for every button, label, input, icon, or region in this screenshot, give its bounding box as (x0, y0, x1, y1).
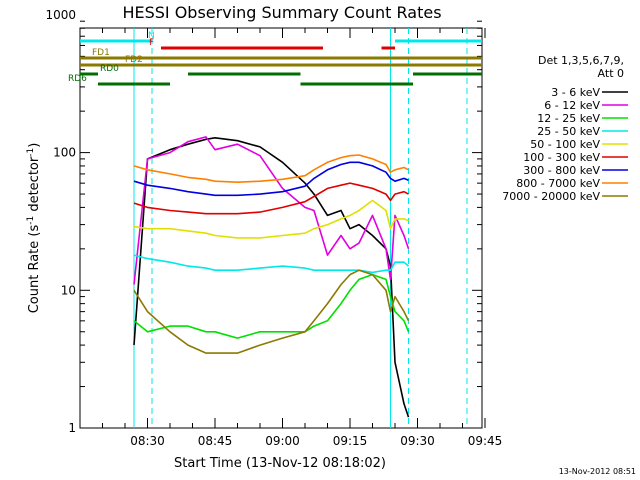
data-series (133, 136, 410, 418)
flag-label: FD2 (125, 55, 143, 65)
flag-label: RD0 (100, 64, 119, 74)
y-tick-label: 1 (68, 421, 76, 435)
x-tick-label: 09:45 (468, 434, 503, 448)
x-axis: 08:30 08:45 09:00 09:15 09:30 09:45 (79, 28, 503, 448)
series-line (133, 254, 410, 274)
legend-label: 800 - 7000 keV (516, 177, 600, 190)
series-line (133, 154, 409, 183)
flag-label: RD6 (68, 74, 87, 84)
legend-title-line2: Att 0 (598, 67, 624, 80)
x-tick-label: 08:45 (198, 434, 233, 448)
legend-label: 50 - 100 keV (530, 138, 600, 151)
time-marker-lines (133, 28, 468, 428)
legend-label: 25 - 50 keV (537, 125, 600, 138)
series-line (133, 182, 409, 215)
y-axis-label: Count Rate (s-1 detector-1) (26, 143, 42, 314)
series-line (133, 199, 409, 239)
legend-label: 300 - 800 keV (523, 164, 600, 177)
x-tick-label: 09:00 (265, 434, 300, 448)
y-axis: 1 10 100 1000 (45, 8, 482, 435)
legend-label: 7000 - 20000 keV (502, 190, 600, 203)
legend-label: 3 - 6 keV (551, 86, 600, 99)
series-line (133, 269, 410, 354)
flag-label: F (149, 38, 154, 48)
series-line (133, 161, 409, 197)
y-tick-label: 100 (53, 146, 76, 160)
legend-label: 100 - 300 keV (523, 151, 600, 164)
legend-label: 12 - 25 keV (537, 112, 600, 125)
flag-label: N (148, 31, 155, 41)
chart-title: HESSI Observing Summary Count Rates (122, 3, 441, 22)
series-line (133, 137, 410, 418)
x-tick-label: 09:15 (333, 434, 368, 448)
plot-area (79, 27, 483, 429)
legend-label: 6 - 12 keV (544, 99, 600, 112)
x-tick-label: 08:30 (130, 434, 165, 448)
series-line (133, 136, 410, 285)
series-line (133, 273, 410, 339)
x-axis-label: Start Time (13-Nov-12 08:18:02) (174, 456, 386, 471)
timestamp: 13-Nov-2012 08:51 (559, 467, 636, 476)
y-tick-label: 1000 (45, 8, 76, 22)
x-tick-label: 09:30 (400, 434, 435, 448)
y-tick-label: 10 (61, 283, 76, 297)
flag-bars: NF FD1 FD2 RD0 RD6 (68, 31, 482, 86)
flag-label: FD1 (92, 48, 110, 58)
legend-title-line1: Det 1,3,5,6,7,9, (538, 54, 624, 67)
